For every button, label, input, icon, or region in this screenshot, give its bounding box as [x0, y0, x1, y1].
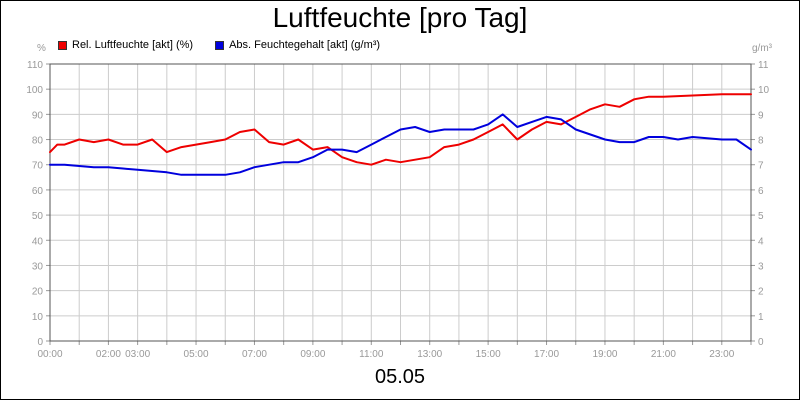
- right-axis-unit: g/m³: [752, 43, 772, 54]
- y-right-tick-label: 8: [758, 136, 764, 147]
- y-right-tick-label: 10: [758, 85, 770, 96]
- y-right-tick-label: 4: [758, 236, 764, 247]
- y-right-tick-label: 3: [758, 261, 764, 272]
- y-left-tick-label: 100: [26, 85, 43, 96]
- y-right-tick-label: 0: [758, 337, 764, 348]
- x-axis-date-label: 05.05: [374, 366, 426, 388]
- x-tick-label: 09:00: [300, 349, 325, 360]
- x-tick-label: 23:00: [709, 349, 734, 360]
- legend-swatch-red: [58, 40, 67, 50]
- y-left-tick-label: 50: [32, 211, 44, 222]
- legend: Rel. Luftfeuchte [akt] (%) Abs. Feuchteg…: [58, 39, 402, 51]
- x-tick-label: 21:00: [651, 349, 676, 360]
- x-tick-label: 15:00: [476, 349, 501, 360]
- y-right-tick-label: 6: [758, 186, 764, 197]
- y-right-tick-label: 2: [758, 287, 764, 298]
- x-tick-label: 07:00: [242, 349, 267, 360]
- y-left-tick-label: 0: [37, 337, 43, 348]
- y-left-tick-label: 60: [32, 186, 44, 197]
- y-left-tick-label: 80: [32, 136, 44, 147]
- x-tick-label: 19:00: [592, 349, 617, 360]
- series-line-abs-humidity: [49, 113, 752, 176]
- y-left-tick-label: 40: [32, 236, 44, 247]
- left-axis-unit: %: [37, 43, 46, 54]
- x-tick-label: 05:00: [184, 349, 209, 360]
- y-right-tick-label: 1: [758, 312, 764, 323]
- legend-swatch-blue: [215, 40, 225, 50]
- y-right-tick-label: 5: [758, 211, 764, 222]
- chart-title: Luftfeuchte [pro Tag]: [272, 2, 528, 33]
- legend-label-rel-humidity: Rel. Luftfeuchte [akt] (%): [72, 39, 194, 51]
- legend-label-abs-humidity: Abs. Feuchtegehalt [akt] (g/m³): [229, 39, 381, 51]
- x-tick-label: 17:00: [534, 349, 559, 360]
- legend-entry-abs-humidity: Abs. Feuchtegehalt [akt] (g/m³): [215, 39, 380, 51]
- x-tick-label: 11:00: [359, 349, 384, 360]
- x-tick-label: 00:00: [37, 349, 62, 360]
- x-tick-label: 02:00: [96, 349, 121, 360]
- y-right-tick-label: 11: [758, 60, 769, 71]
- x-tick-label: 03:00: [125, 349, 150, 360]
- y-left-tick-label: 10: [32, 312, 44, 323]
- y-right-tick-label: 7: [758, 161, 764, 172]
- x-tick-label: 13:00: [417, 349, 442, 360]
- y-left-tick-label: 90: [32, 110, 44, 121]
- y-left-tick-label: 20: [32, 287, 44, 298]
- series-line-rel-humidity: [49, 93, 752, 166]
- plot-border: [49, 63, 752, 342]
- y-left-tick-label: 30: [32, 261, 44, 272]
- y-right-tick-label: 9: [758, 110, 764, 121]
- y-left-tick-label: 70: [32, 161, 44, 172]
- legend-entry-rel-humidity: Rel. Luftfeuchte [akt] (%): [58, 39, 193, 51]
- y-left-tick-label: 110: [27, 60, 43, 71]
